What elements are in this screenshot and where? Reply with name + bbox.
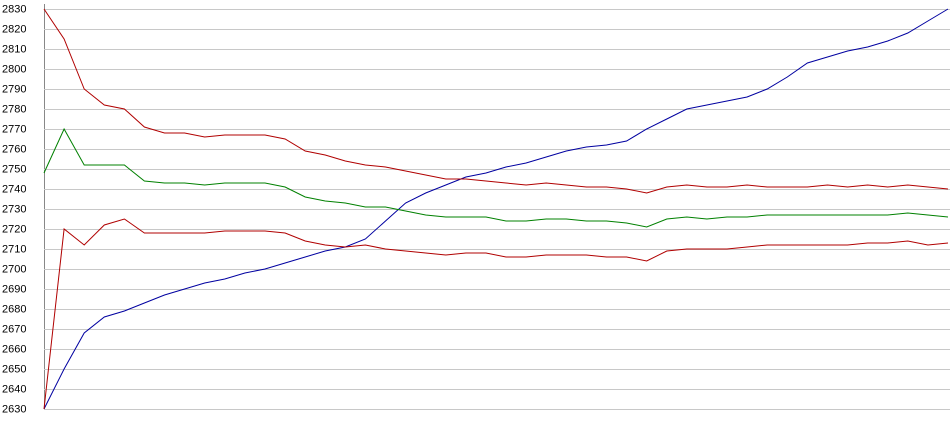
y-tick-label: 2670 <box>2 323 26 335</box>
y-tick-label: 2650 <box>2 363 26 375</box>
series-line <box>43 127 949 228</box>
series-line <box>43 218 949 410</box>
series-line <box>43 8 949 410</box>
y-tick-label: 2830 <box>2 3 26 15</box>
y-tick-label: 2810 <box>2 43 26 55</box>
y-tick-label: 2720 <box>2 223 26 235</box>
y-tick-label: 2690 <box>2 283 26 295</box>
y-tick-label: 2680 <box>2 303 26 315</box>
y-tick-label: 2710 <box>2 243 26 255</box>
y-tick-label: 2800 <box>2 63 26 75</box>
y-tick-label: 2740 <box>2 183 26 195</box>
y-tick-label: 2750 <box>2 163 26 175</box>
y-tick-label: 2730 <box>2 203 26 215</box>
y-tick-label: 2700 <box>2 263 26 275</box>
y-tick-label: 2780 <box>2 103 26 115</box>
y-tick-label: 2640 <box>2 383 26 395</box>
y-tick-label: 2630 <box>2 403 26 415</box>
y-tick-label: 2820 <box>2 23 26 35</box>
y-tick-label: 2760 <box>2 143 26 155</box>
y-tick-label: 2790 <box>2 83 26 95</box>
y-tick-label: 2770 <box>2 123 26 135</box>
y-tick-label: 2660 <box>2 343 26 355</box>
series-line <box>43 8 949 194</box>
